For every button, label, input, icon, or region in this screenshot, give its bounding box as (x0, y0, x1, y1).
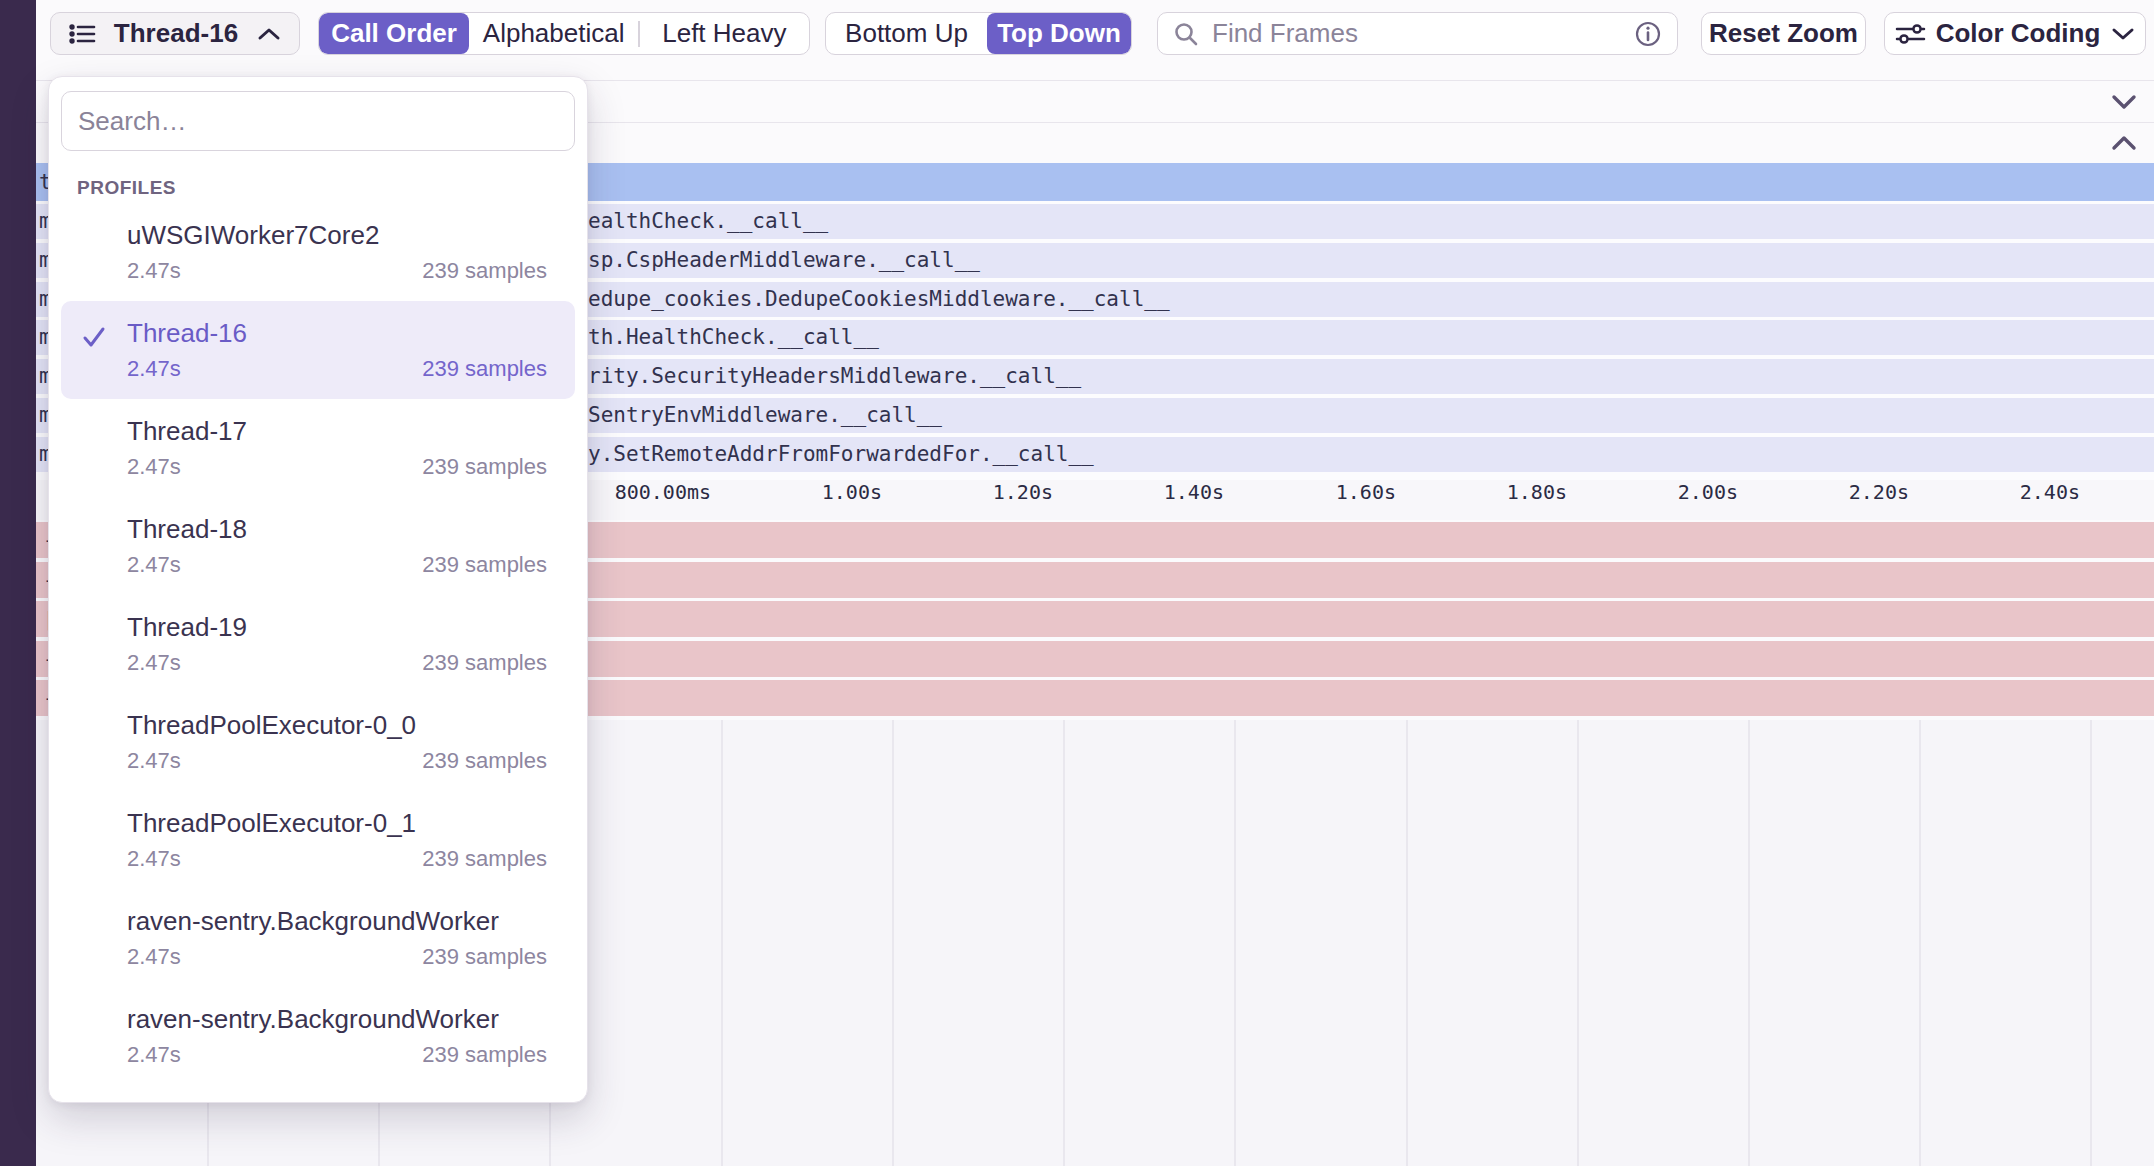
profile-samples: 239 samples (422, 846, 547, 872)
profile-samples: 239 samples (422, 454, 547, 480)
profile-duration: 2.47s (127, 552, 181, 578)
order-segmented-control: Call Order Alphabetical Left Heavy (318, 12, 810, 55)
profile-name: ThreadPoolExecutor-0_1 (127, 808, 547, 839)
order-option-alphabetical[interactable]: Alphabetical (469, 13, 638, 54)
axis-tick-label: 1.40s (1074, 480, 1224, 520)
profile-list-item[interactable]: Thread-17 2.47s 239 samples (61, 399, 575, 497)
find-frames-input[interactable] (1210, 17, 1633, 50)
thread-selector-label: Thread-16 (114, 18, 238, 49)
profiler-app: Thread-16 Call Order Alphabetical Left H… (0, 0, 2154, 1166)
profile-samples: 239 samples (422, 552, 547, 578)
profiles-section-label: PROFILES (77, 177, 587, 199)
color-coding-button[interactable]: Color Coding (1884, 12, 2146, 55)
chevron-up-icon (255, 25, 283, 43)
profile-duration: 2.47s (127, 650, 181, 676)
profile-samples: 239 samples (422, 1042, 547, 1068)
profile-list-item[interactable]: raven-sentry.BackgroundWorker 2.47s 239 … (61, 987, 575, 1085)
profile-duration: 2.47s (127, 258, 181, 284)
color-coding-label: Color Coding (1936, 18, 2101, 49)
frame-label: edupe_cookies.DedupeCookiesMiddleware.__… (588, 282, 1170, 317)
toolbar: Thread-16 Call Order Alphabetical Left H… (36, 0, 2154, 81)
profile-name: Thread-19 (127, 612, 547, 643)
profile-name: uWSGIWorker7Core2 (127, 220, 547, 251)
axis-tick-label: 2.20s (1759, 480, 1909, 520)
axis-tick-label: 1.20s (903, 480, 1053, 520)
frame-label: y.SetRemoteAddrFromForwardedFor.__call__ (588, 437, 1094, 472)
profile-list-item[interactable]: Thread-18 2.47s 239 samples (61, 497, 575, 595)
find-frames-field (1157, 12, 1678, 55)
profile-name: Thread-16 (127, 318, 547, 349)
profile-list-item[interactable]: ThreadPoolExecutor-0_1 2.47s 239 samples (61, 791, 575, 889)
profile-samples: 239 samples (422, 356, 547, 382)
frame-label: th.HealthCheck.__call__ (588, 320, 879, 355)
gridline (1234, 720, 1236, 1166)
sidebar-strip (0, 0, 36, 1166)
axis-tick-label: 1.00s (732, 480, 882, 520)
profiles-dropdown: PROFILES uWSGIWorker7Core2 2.47s 239 sam… (48, 76, 588, 1103)
profile-duration: 2.47s (127, 1042, 181, 1068)
gridline (1919, 720, 1921, 1166)
axis-tick-label: 2.00s (1588, 480, 1738, 520)
direction-option-top-down[interactable]: Top Down (987, 13, 1131, 54)
frame-label: SentryEnvMiddleware.__call__ (588, 398, 942, 433)
profile-list-item[interactable]: raven-sentry.BackgroundWorker 2.47s 239 … (61, 889, 575, 987)
info-icon[interactable] (1633, 19, 1663, 49)
order-option-call-order[interactable]: Call Order (319, 13, 469, 54)
profile-name: raven-sentry.BackgroundWorker (127, 1004, 547, 1035)
gridline (1748, 720, 1750, 1166)
reset-zoom-button[interactable]: Reset Zoom (1701, 12, 1866, 55)
gridline (721, 720, 723, 1166)
axis-tick-label: 1.80s (1417, 480, 1567, 520)
direction-option-bottom-up[interactable]: Bottom Up (826, 13, 987, 54)
profiles-search-input[interactable] (61, 91, 575, 151)
profile-duration: 2.47s (127, 748, 181, 774)
chevron-down-icon (2110, 25, 2136, 42)
gridline (2090, 720, 2092, 1166)
axis-tick-label: 2.40s (1930, 480, 2080, 520)
search-icon (1172, 20, 1200, 48)
profile-samples: 239 samples (422, 650, 547, 676)
expand-section-chevron-down-icon[interactable] (2108, 92, 2140, 112)
frame-label: sp.CspHeaderMiddleware.__call__ (588, 243, 980, 278)
profiles-list: uWSGIWorker7Core2 2.47s 239 samples Thre… (49, 203, 587, 1102)
gridline (1063, 720, 1065, 1166)
list-icon (67, 19, 97, 49)
profile-list-item[interactable]: Thread-16 2.47s 239 samples (61, 301, 575, 399)
frame-label: ealthCheck.__call__ (588, 204, 828, 239)
profile-name: ThreadPoolExecutor-0_0 (127, 710, 547, 741)
profile-name: Thread-17 (127, 416, 547, 447)
direction-segmented-control: Bottom Up Top Down (825, 12, 1132, 55)
profile-samples: 239 samples (422, 748, 547, 774)
order-option-left-heavy[interactable]: Left Heavy (640, 13, 809, 54)
profile-list-item[interactable]: ThreadPoolExecutor-0_0 2.47s 239 samples (61, 693, 575, 791)
profile-duration: 2.47s (127, 944, 181, 970)
profile-list-item[interactable]: uWSGIWorker7Core2 2.47s 239 samples (61, 203, 575, 301)
gridline (892, 720, 894, 1166)
collapse-section-chevron-up-icon[interactable] (2108, 133, 2140, 153)
profile-name: Thread-18 (127, 514, 547, 545)
profile-samples: 239 samples (422, 944, 547, 970)
profile-list-item[interactable]: Thread-19 2.47s 239 samples (61, 595, 575, 693)
sliders-icon (1894, 18, 1926, 50)
gridline (1406, 720, 1408, 1166)
gridline (1577, 720, 1579, 1166)
thread-selector-button[interactable]: Thread-16 (50, 12, 300, 55)
profile-duration: 2.47s (127, 846, 181, 872)
profile-duration: 2.47s (127, 454, 181, 480)
profile-samples: 239 samples (422, 258, 547, 284)
checkmark-icon (79, 323, 109, 351)
frame-label: rity.SecurityHeadersMiddleware.__call__ (588, 359, 1081, 394)
axis-tick-label: 1.60s (1246, 480, 1396, 520)
profile-name: raven-sentry.BackgroundWorker (127, 906, 547, 937)
profile-duration: 2.47s (127, 356, 181, 382)
